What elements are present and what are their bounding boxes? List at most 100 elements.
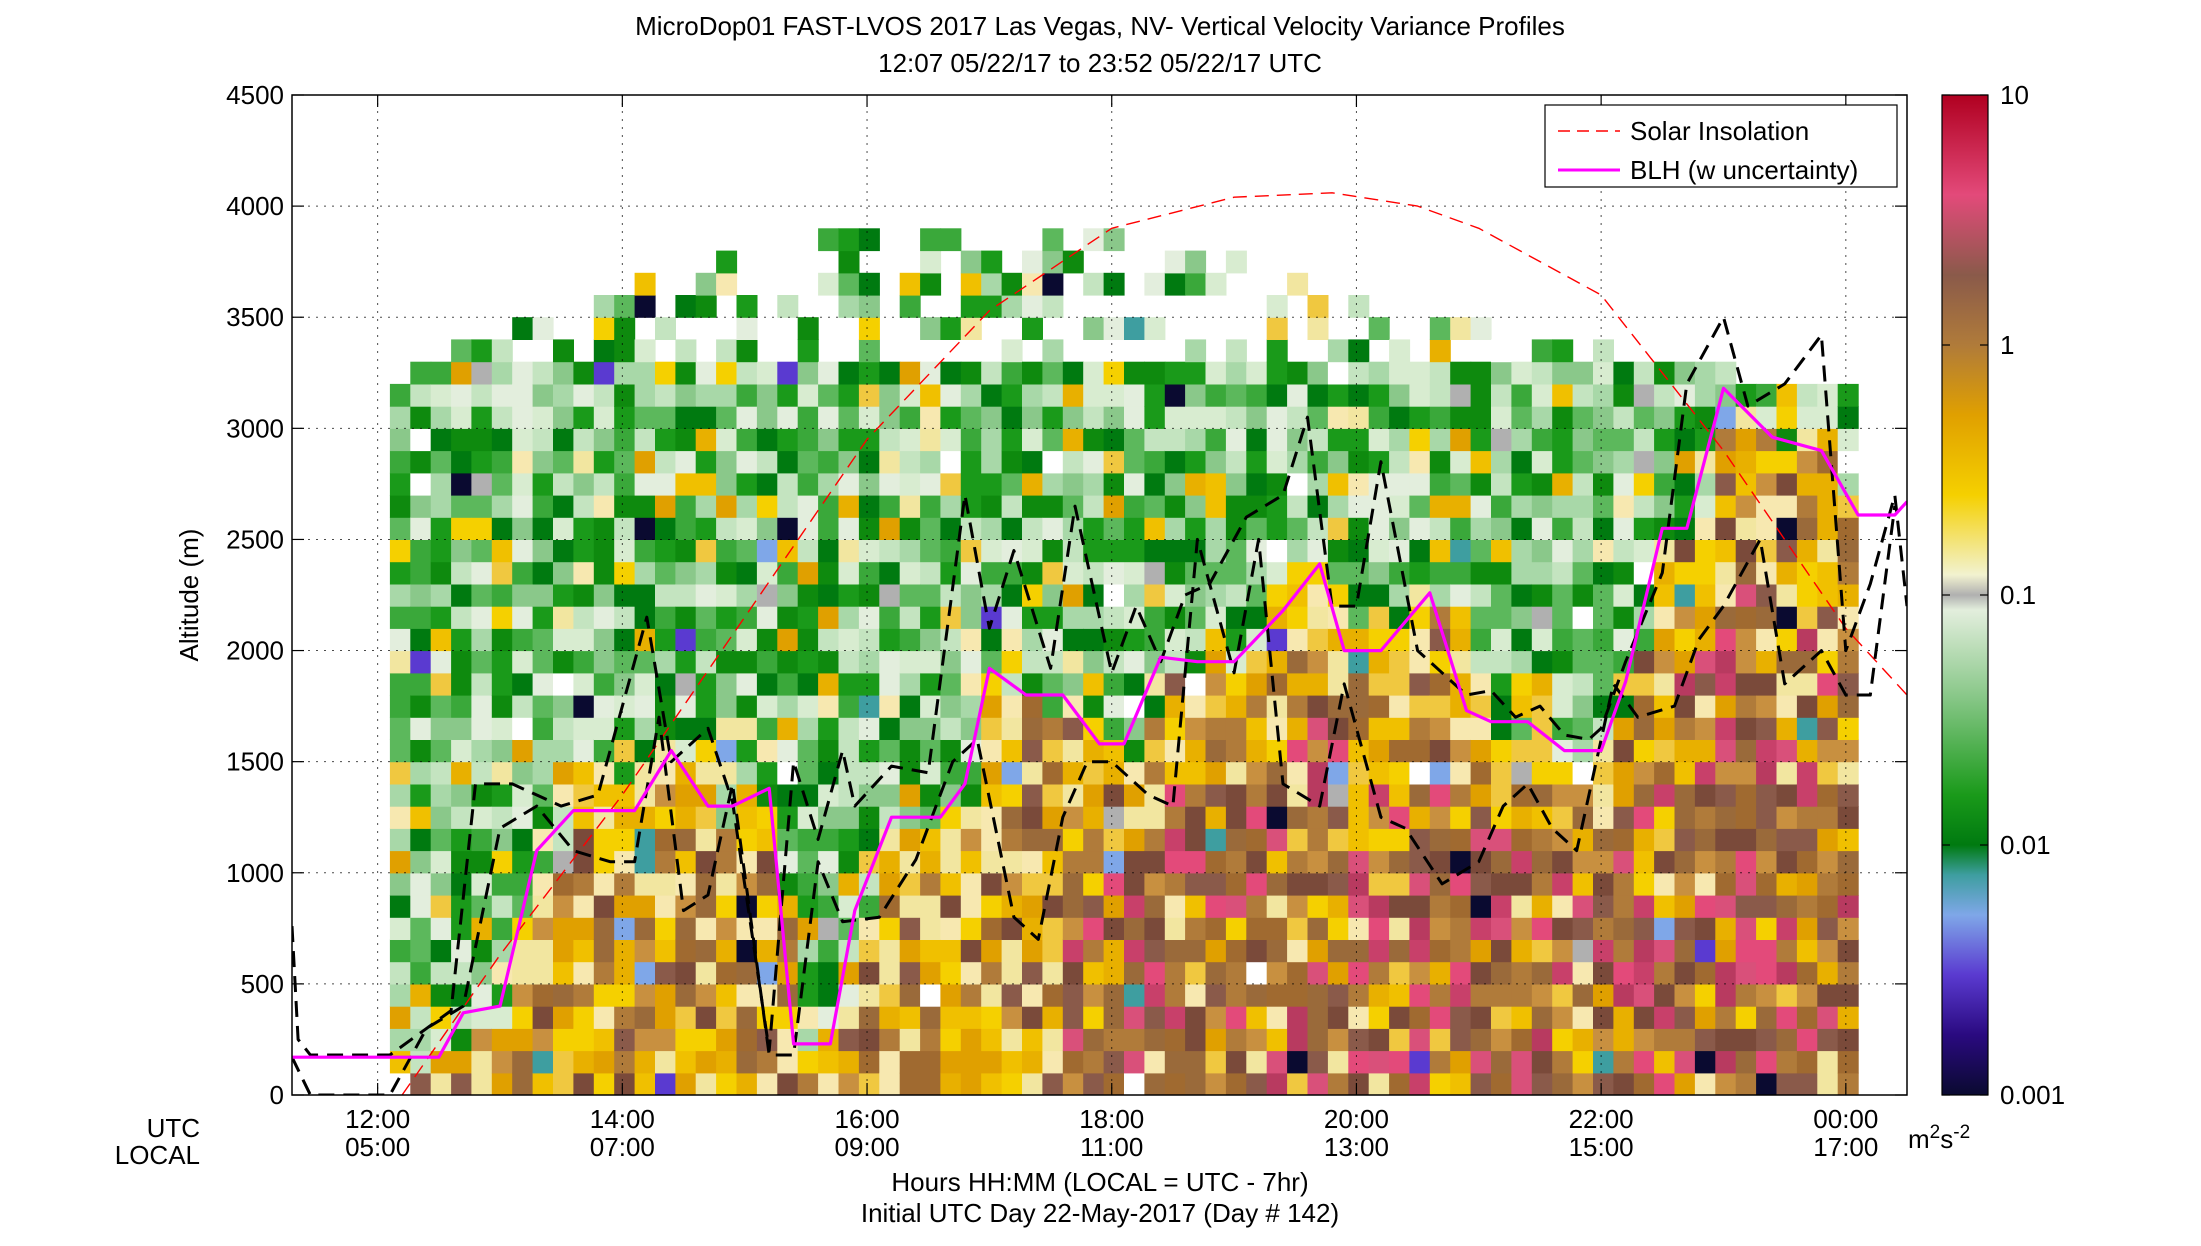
heatmap-cell bbox=[1124, 961, 1145, 985]
heatmap-cell bbox=[1022, 783, 1043, 807]
heatmap-cell bbox=[675, 561, 697, 585]
heatmap-cell bbox=[1124, 583, 1145, 607]
heatmap-cell bbox=[1593, 339, 1614, 363]
heatmap-cell bbox=[1531, 739, 1553, 763]
heatmap-cell bbox=[716, 828, 738, 852]
heatmap-cell bbox=[1409, 939, 1431, 963]
heatmap-cell bbox=[1633, 1028, 1655, 1052]
heatmap-cell bbox=[1327, 939, 1349, 963]
heatmap-cell bbox=[858, 361, 880, 385]
heatmap-cell bbox=[1776, 472, 1798, 496]
heatmap-cell bbox=[960, 406, 982, 429]
heatmap-cell bbox=[940, 383, 962, 407]
heatmap-cell bbox=[940, 472, 962, 496]
heatmap-cell bbox=[634, 695, 656, 718]
heatmap-cell bbox=[1144, 472, 1166, 496]
heatmap-cell bbox=[1694, 517, 1716, 540]
heatmap-cell bbox=[1674, 917, 1696, 940]
heatmap-cell bbox=[1633, 983, 1655, 1007]
heatmap-cell bbox=[777, 406, 799, 429]
colorbar-unit-exp1: 2 bbox=[1930, 1122, 1941, 1143]
heatmap-cell bbox=[553, 606, 574, 629]
heatmap-cell bbox=[491, 1072, 513, 1095]
heatmap-cell bbox=[1225, 828, 1247, 852]
heatmap-cell bbox=[1307, 872, 1329, 896]
heatmap-cell bbox=[593, 495, 615, 518]
heatmap-cell bbox=[389, 517, 411, 540]
heatmap-cell bbox=[1409, 783, 1431, 807]
heatmap-cell bbox=[1756, 961, 1778, 985]
heatmap-cell bbox=[756, 917, 778, 940]
heatmap-cell bbox=[675, 1072, 697, 1095]
heatmap-cell bbox=[736, 517, 758, 540]
heatmap-cell bbox=[1103, 628, 1125, 652]
heatmap-cell bbox=[756, 428, 778, 452]
heatmap-cell bbox=[1225, 406, 1247, 429]
heatmap-cell bbox=[1796, 1072, 1818, 1095]
heatmap-cell bbox=[695, 939, 717, 963]
heatmap-cell bbox=[1796, 739, 1818, 763]
heatmap-cell bbox=[1429, 450, 1451, 474]
heatmap-cell bbox=[1572, 1028, 1594, 1052]
heatmap-cell bbox=[1185, 1050, 1207, 1074]
heatmap-cell bbox=[532, 806, 554, 829]
heatmap-cell bbox=[1776, 717, 1798, 740]
heatmap-cell bbox=[797, 961, 819, 985]
heatmap-cell bbox=[1042, 828, 1064, 852]
heatmap-cell bbox=[1327, 583, 1349, 607]
x-tick-label-utc: 20:00 bbox=[1324, 1104, 1389, 1134]
heatmap-cell bbox=[1654, 828, 1676, 852]
heatmap-cell bbox=[1287, 272, 1309, 296]
heatmap-cell bbox=[1837, 783, 1859, 807]
heatmap-cell bbox=[389, 717, 411, 740]
heatmap-cell bbox=[430, 1072, 452, 1095]
heatmap-cell bbox=[1164, 650, 1186, 674]
heatmap-cell bbox=[1287, 828, 1309, 852]
heatmap-cell bbox=[430, 517, 452, 540]
heatmap-cell bbox=[818, 739, 840, 763]
heatmap-cell bbox=[451, 628, 473, 652]
heatmap-cell bbox=[1287, 539, 1309, 563]
heatmap-cell bbox=[1756, 539, 1778, 563]
heatmap-cell bbox=[491, 361, 513, 385]
heatmap-cell bbox=[960, 983, 982, 1007]
heatmap-cell bbox=[512, 1050, 534, 1074]
heatmap-cell bbox=[1205, 672, 1227, 696]
heatmap-cell bbox=[756, 450, 778, 474]
heatmap-cell bbox=[410, 628, 432, 652]
heatmap-cell bbox=[1001, 1028, 1023, 1052]
heatmap-cell bbox=[960, 1028, 982, 1052]
heatmap-cell bbox=[920, 1050, 942, 1074]
heatmap-cell bbox=[573, 495, 595, 518]
heatmap-cell bbox=[1756, 650, 1778, 674]
heatmap-cell bbox=[1735, 606, 1757, 629]
heatmap-cell bbox=[1531, 761, 1553, 785]
heatmap-cell bbox=[858, 583, 880, 607]
heatmap-cell bbox=[1470, 739, 1492, 763]
heatmap-cell bbox=[1185, 472, 1207, 496]
heatmap-cell bbox=[512, 1072, 534, 1095]
heatmap-cell bbox=[858, 783, 880, 807]
heatmap-cell bbox=[1103, 539, 1125, 563]
heatmap-cell bbox=[736, 939, 758, 963]
heatmap-cell bbox=[675, 695, 697, 718]
heatmap-cell bbox=[940, 983, 962, 1007]
heatmap-cell bbox=[1287, 361, 1309, 385]
heatmap-cell bbox=[1266, 895, 1288, 918]
heatmap-cell bbox=[736, 295, 758, 318]
heatmap-cell bbox=[940, 628, 962, 652]
heatmap-cell bbox=[1307, 739, 1329, 763]
x-tick-label-local: 05:00 bbox=[345, 1132, 410, 1162]
heatmap-cell bbox=[1022, 495, 1043, 518]
heatmap-cell bbox=[451, 428, 473, 452]
heatmap-cell bbox=[1307, 295, 1329, 318]
heatmap-cell bbox=[1266, 450, 1288, 474]
heatmap-cell bbox=[1368, 1050, 1390, 1074]
heatmap-cell bbox=[1633, 961, 1655, 985]
heatmap-cell bbox=[389, 961, 411, 985]
heatmap-cell bbox=[981, 1072, 1003, 1095]
heatmap-cell bbox=[838, 1072, 860, 1095]
heatmap-cell bbox=[471, 583, 493, 607]
heatmap-cell bbox=[1715, 717, 1737, 740]
